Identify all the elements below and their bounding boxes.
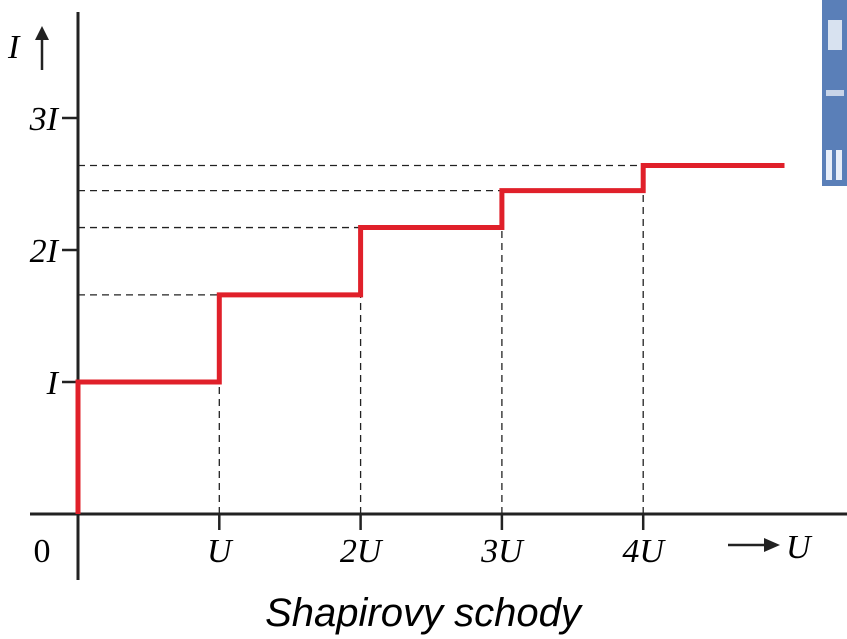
chart-title: Shapirovy schody [265, 591, 584, 635]
y-arrow [35, 26, 49, 70]
page: {"chart_data": {"type": "line", "title":… [0, 0, 847, 639]
x-tick-label: 4U [622, 533, 666, 570]
photo-thumbnail [822, 0, 847, 186]
chart: I U Shapirovy schody 0 U 2U 3U 4U I 2I 3I [0, 0, 847, 639]
x-tick-label: 2U [340, 533, 384, 570]
y-tick-label: 2I [30, 233, 60, 270]
y-axis-label: I [7, 29, 21, 66]
x-axis-label: U [786, 529, 813, 566]
x-tick-label: 0 [34, 533, 51, 570]
y-tick-label: I [46, 365, 60, 402]
x-tick-label: U [207, 533, 234, 570]
x-arrow [728, 538, 780, 552]
x-tick-label: 3U [480, 533, 525, 570]
data-line [78, 166, 785, 514]
y-tick-label: 3I [29, 101, 60, 138]
